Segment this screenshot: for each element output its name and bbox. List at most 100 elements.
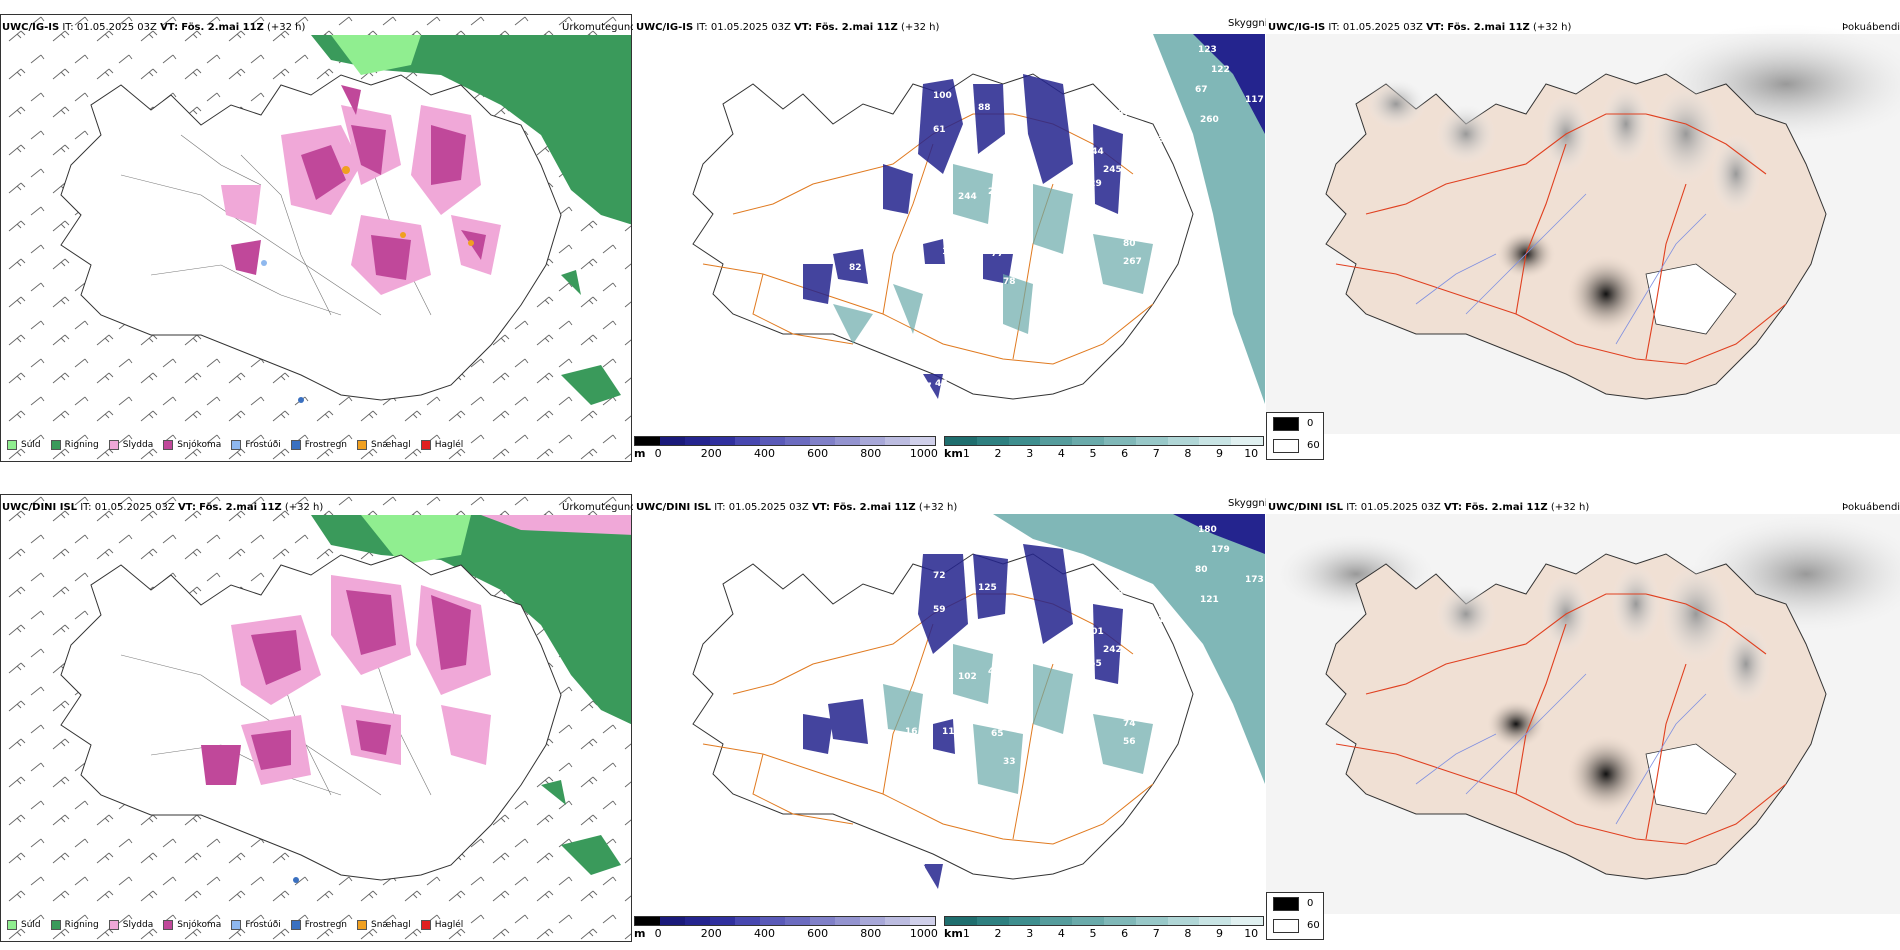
- visibility-value-label: 59: [933, 605, 946, 615]
- colorbar-segment: [785, 917, 810, 925]
- legend-label: Frostúði: [245, 440, 281, 450]
- panel-header: UWC/DINI ISL IT: 01.05.2025 03Z VT: Fös.…: [2, 502, 323, 513]
- visibility-value-label: 587: [1111, 109, 1130, 119]
- lead-time: (+32 h): [900, 22, 940, 33]
- it-value: 01.05.2025 03Z: [76, 22, 157, 33]
- legend-label: Súld: [21, 440, 41, 450]
- legend-item: Snjókoma: [163, 920, 221, 930]
- colorbar-tick-label: 9: [1216, 447, 1224, 460]
- lead-time: (+32 h): [1532, 22, 1572, 33]
- legend-swatch: [163, 440, 174, 450]
- model-name: UWC/IG-IS: [2, 22, 60, 33]
- visibility-colorbar-m: m 0 200 400 600 800 1000: [634, 916, 938, 950]
- visibility-value-label: 173: [1245, 575, 1264, 585]
- colorbar-segment: [1199, 917, 1232, 925]
- fog-legend-label: 0: [1307, 418, 1314, 429]
- colorbar-tick-label: 10: [1244, 927, 1259, 940]
- legend-item: Snjókoma: [163, 440, 221, 450]
- colorbar-tick-label: 800: [860, 927, 882, 940]
- colorbar-tick-label: 1000: [909, 927, 938, 940]
- colorbar-row: [634, 436, 936, 446]
- vt-label: VT:: [160, 22, 179, 33]
- visibility-value-label: 89: [1143, 135, 1156, 145]
- visibility-map-row1: 123 122 117 67 260 58 587 51 89 39 100 61 88 444 229 24…: [633, 14, 1265, 434]
- visibility-value-label: 57: [863, 777, 876, 787]
- visibility-value-label: 117: [1245, 95, 1264, 105]
- colorbar-segment: [1072, 917, 1104, 925]
- visibility-value-label: 229: [1083, 179, 1102, 189]
- visibility-value-label: 114: [1158, 615, 1177, 625]
- visibility-colorbar-m: m 0 200 400 600 800 1000: [634, 436, 938, 470]
- visibility-map-row2: 180 179 173 80 121 850 53 49 73 114 72 59 125 201 255 2…: [633, 494, 1265, 914]
- it-value: 01.05.2025 03Z: [728, 502, 809, 513]
- panel-header: UWC/DINI ISL IT: 01.05.2025 03Z VT: Fös.…: [1268, 502, 1589, 513]
- colorbar-segment: [710, 917, 735, 925]
- legend-swatch: [231, 440, 242, 450]
- visibility-value-label: 62: [863, 297, 876, 307]
- panel-title: Úrkomutegund: [562, 502, 637, 513]
- fog-legend: 0 60: [1266, 412, 1324, 460]
- colorbar-segment: [660, 917, 685, 925]
- colorbar-segment: [1103, 917, 1136, 925]
- colorbar-tick-label: 5: [1089, 927, 1097, 940]
- visibility-value-label: 88: [978, 103, 991, 113]
- legend-label: Slydda: [122, 920, 154, 930]
- panel-header: UWC/IG-IS IT: 01.05.2025 03Z VT: Fös. 2.…: [636, 22, 939, 33]
- visibility-value-label: 245: [1103, 165, 1122, 175]
- legend-item: Súld: [7, 920, 41, 930]
- lead-time: (+32 h): [1550, 502, 1590, 513]
- colorbar-segment: [1008, 437, 1041, 445]
- colorbar-segment: [1103, 437, 1136, 445]
- visibility-value-label: 84: [849, 743, 862, 753]
- panel-title: Þokuábendi: [1842, 22, 1900, 33]
- colorbar-tick-label: 0: [654, 447, 662, 460]
- colorbar-segment: [760, 917, 785, 925]
- visibility-value-label: 850: [1080, 571, 1099, 581]
- it-label: IT:: [1346, 502, 1358, 513]
- vt-label: VT:: [1426, 22, 1445, 33]
- visibility-value-label: 180: [1198, 525, 1217, 535]
- colorbar-tick-label: 400: [753, 447, 775, 460]
- colorbar-segment: [1199, 437, 1232, 445]
- panel-title: Skyggni: [1228, 18, 1268, 29]
- visibility-value-label: 51: [1081, 103, 1094, 113]
- colorbar-segment: [1231, 437, 1263, 445]
- colorbar-tick-label: 2: [994, 927, 1002, 940]
- colorbar-unit: m: [634, 927, 646, 940]
- panel-header: UWC/IG-IS IT: 01.05.2025 03Z VT: Fös. 2.…: [1268, 22, 1571, 33]
- legend-swatch: [420, 920, 431, 930]
- colorbar-segment: [685, 917, 710, 925]
- visibility-value-label: 67: [1195, 85, 1208, 95]
- visibility-value-label: 65: [991, 729, 1004, 739]
- colorbar-segment: [885, 437, 910, 445]
- colorbar-tick-label: 3: [1026, 447, 1034, 460]
- legend-label: Rigning: [64, 920, 99, 930]
- visibility-value-label: 123: [1198, 45, 1217, 55]
- it-label: IT:: [80, 502, 92, 513]
- visibility-colorbar-km: km 1 2 3 4 5 6 7 8 9 10: [944, 436, 1264, 470]
- colorbar-tick-label: 600: [807, 447, 829, 460]
- colorbar-segment: [1040, 437, 1073, 445]
- visibility-value-label: 80: [1195, 565, 1208, 575]
- legend-item: Rigning: [50, 440, 99, 450]
- model-name: UWC/DINI ISL: [636, 502, 712, 513]
- colorbar-segment: [885, 917, 910, 925]
- model-name: UWC/DINI ISL: [1268, 502, 1344, 513]
- legend-swatch: [163, 920, 174, 930]
- visibility-value-label: 33: [1003, 757, 1016, 767]
- legend-swatch: [290, 440, 301, 450]
- visibility-value-label: 121: [1200, 595, 1219, 605]
- colorbar-segment: [660, 437, 685, 445]
- colorbar-tick-label: 8: [1184, 927, 1192, 940]
- legend-label: Haglél: [434, 440, 464, 450]
- fog-legend-label: 60: [1307, 920, 1320, 931]
- precip-legend: Súld Rigning Slydda Snjókoma Frostúði Fr…: [7, 920, 473, 930]
- vt-value: Fös. 2.mai 11Z: [1465, 502, 1548, 513]
- colorbar-tick-label: 7: [1152, 927, 1160, 940]
- precip-map-svg: [1, 15, 631, 461]
- model-name: UWC/DINI ISL: [2, 502, 78, 513]
- visibility-value-label: 89: [1073, 161, 1086, 171]
- visibility-value-label: 487: [988, 667, 1007, 677]
- visibility-value-label: 179: [1211, 545, 1230, 555]
- legend-label: Snæhagl: [371, 440, 411, 450]
